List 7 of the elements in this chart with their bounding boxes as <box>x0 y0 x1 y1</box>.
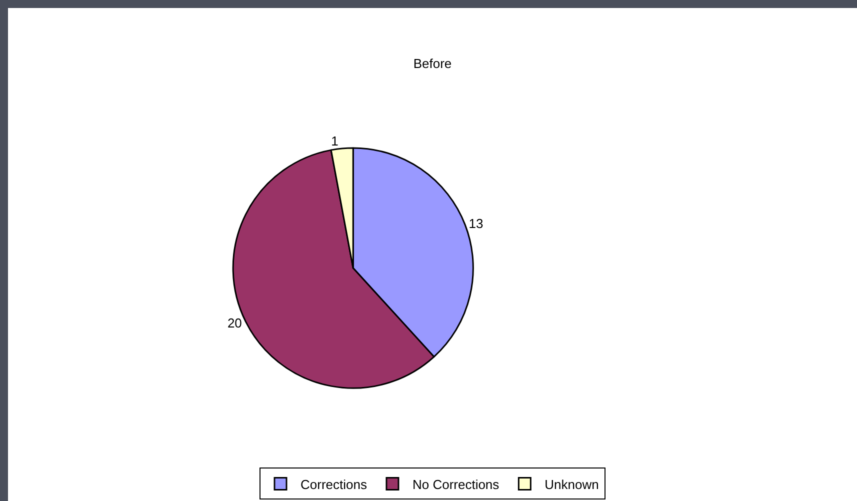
data-label: 20 <box>227 316 242 331</box>
data-label: 13 <box>468 216 484 232</box>
legend-label: Unknown <box>544 476 599 492</box>
legend-label: Corrections <box>300 476 368 492</box>
chart-title: Before <box>413 56 452 71</box>
data-label: 1 <box>331 134 338 149</box>
legend-label: No Corrections <box>412 476 500 492</box>
